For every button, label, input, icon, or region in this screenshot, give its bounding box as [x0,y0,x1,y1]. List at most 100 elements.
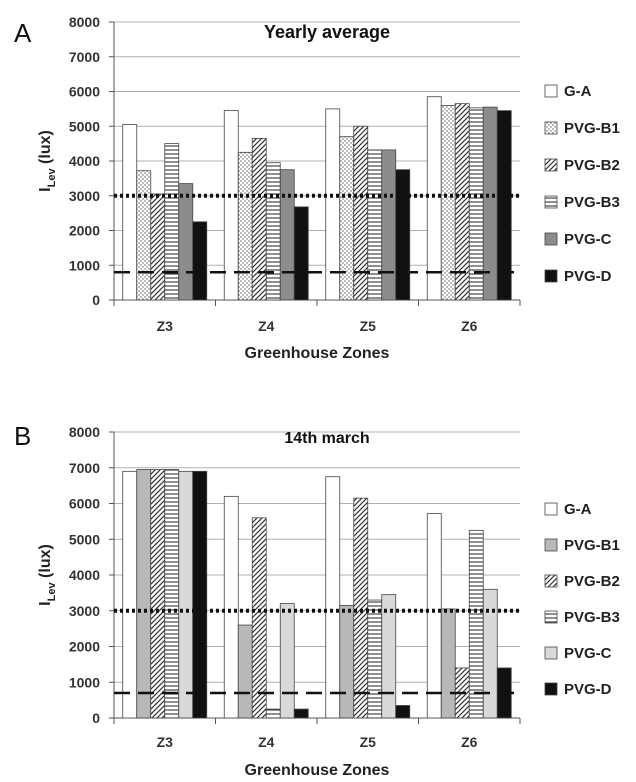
legend-label: PVG-B1 [564,120,620,137]
legend-swatch-pvg-c [544,646,558,660]
bar-g-a-z5 [325,476,341,719]
x-tick-label: Z3 [157,734,174,750]
legend-label: PVG-D [564,268,612,285]
x-axis-label: Greenhouse Zones [245,345,390,362]
legend-swatch-pvg-d [544,269,558,283]
y-axis-label-unit: (lux) [37,130,54,168]
bar-pvg-b2-z6 [454,103,470,301]
x-tick-label: Z6 [461,318,478,334]
y-tick-label: 1000 [69,674,100,690]
x-tick-label: Z5 [360,734,377,750]
legend-label: PVG-B2 [564,573,620,590]
x-axis-label: Greenhouse Zones [245,762,390,779]
bar-pvg-d-z6 [496,110,512,301]
chart-title: 14th march [284,430,369,447]
y-tick-label: 3000 [69,188,100,204]
bar-pvg-b3-z3 [164,143,180,301]
y-tick-label: 6000 [69,84,100,100]
x-tick-label: Z4 [258,318,275,334]
bar-pvg-b3-z6 [468,529,484,719]
y-tick-label: 4000 [69,153,100,169]
y-axis-label: ILev (lux) [37,544,58,606]
bar-pvg-c-z4 [279,169,295,301]
bar-pvg-d-z4 [293,206,309,301]
legend-label: PVG-C [564,231,612,248]
legend-swatch-pvg-b3 [544,195,558,209]
y-tick-label: 0 [92,292,100,308]
bar-pvg-b2-z5 [353,125,369,301]
y-axis-label-subscript: Lev [46,168,58,188]
legend-swatch-pvg-b1 [544,538,558,552]
bar-pvg-b2-z4 [251,138,267,301]
bar-pvg-d-z4 [293,708,309,719]
y-axis-label: ILev (lux) [37,130,58,192]
x-tick-label: Z6 [461,734,478,750]
legend-swatch-pvg-b3 [544,610,558,624]
y-axis-label-subscript: Lev [46,582,58,602]
y-axis-label-unit: (lux) [37,544,54,582]
legend-label: G-A [564,501,592,518]
bar-pvg-b1-z4 [237,151,253,301]
bar-g-a-z6 [426,96,442,301]
y-tick-label: 3000 [69,603,100,619]
legend-label: PVG-B3 [564,609,620,626]
bar-pvg-b1-z3 [136,170,152,301]
legend-label: G-A [564,83,592,100]
bar-pvg-b1-z5 [339,604,355,719]
y-tick-label: 8000 [69,14,100,30]
chart-panel-b: B 0 1000 2000 3000 4000 5000 6000 7000 8000 Z3 Z4 Z5… [14,421,620,779]
bar-g-a-z6 [426,513,442,719]
bar-pvg-c-z5 [381,594,397,719]
bar-pvg-c-z3 [178,183,194,301]
legend-label: PVG-D [564,681,612,698]
bar-g-a-z3 [122,470,138,719]
bar-pvg-c-z6 [482,588,498,719]
bar-pvg-b3-z3 [164,469,180,719]
bar-pvg-c-z3 [178,470,194,719]
bar-pvg-d-z5 [395,705,411,719]
legend-swatch-pvg-c [544,232,558,246]
x-tick-label: Z4 [258,734,275,750]
y-tick-label: 2000 [69,223,100,239]
x-tick-label: Z5 [360,318,377,334]
bar-pvg-c-z5 [381,149,397,301]
bar-pvg-b3-z4 [265,708,281,719]
y-tick-label: 5000 [69,531,100,547]
y-tick-label: 8000 [69,424,100,440]
bar-pvg-b2-z5 [353,497,369,719]
bar-pvg-b3-z4 [265,162,281,301]
y-tick-label: 0 [92,710,100,726]
bar-pvg-b2-z3 [150,193,166,301]
bar-pvg-b1-z3 [136,469,152,719]
y-tick-label: 6000 [69,496,100,512]
legend-label: PVG-B1 [564,537,620,554]
bar-g-a-z3 [122,124,138,301]
bar-pvg-b1-z5 [339,136,355,301]
legend-swatch-pvg-b2 [544,574,558,588]
bar-pvg-b3-z5 [367,149,383,301]
y-axis-label-main: I [37,187,54,191]
bar-pvg-b3-z5 [367,599,383,719]
legend-label: PVG-B2 [564,157,620,174]
y-tick-label: 2000 [69,639,100,655]
y-tick-label: 7000 [69,460,100,476]
chart-panel-a: A 0 1000 2000 3000 4000 5000 6000 7000 8000 Z3 Z4 Z5… [14,14,620,362]
legend-swatch-pvg-b2 [544,158,558,172]
y-tick-label: 4000 [69,567,100,583]
legend-label: PVG-B3 [564,194,620,211]
bar-pvg-b2-z3 [150,469,166,719]
y-tick-label: 7000 [69,49,100,65]
legend-swatch-pvg-b1 [544,121,558,135]
legend-swatch-g-a [544,502,558,516]
bar-pvg-b1-z4 [237,624,253,719]
bar-pvg-b1-z6 [440,105,456,301]
bar-pvg-b2-z4 [251,517,267,719]
y-tick-label: 5000 [69,118,100,134]
bar-pvg-d-z3 [192,221,208,301]
bar-pvg-c-z4 [279,603,295,719]
legend-swatch-pvg-d [544,682,558,696]
legend-swatch-g-a [544,84,558,98]
bar-pvg-d-z3 [192,470,208,719]
bar-g-a-z4 [223,495,239,719]
